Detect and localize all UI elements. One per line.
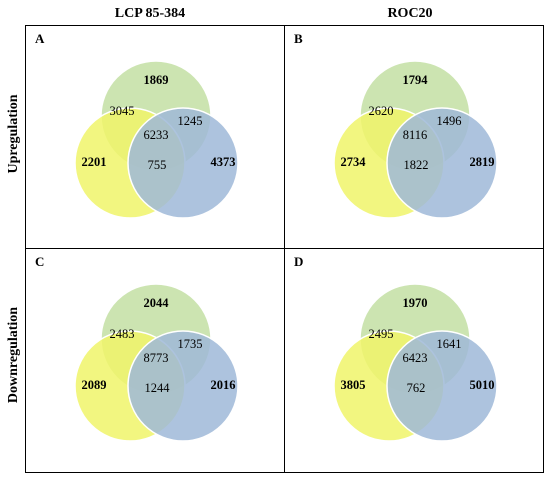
count-yellow-only: 2089 (82, 378, 107, 392)
panel-d: 1970 3805 5010 2495 1641 762 6423 D (285, 249, 544, 472)
count-yellow-only: 2734 (341, 155, 367, 169)
count-yellow-only: 2201 (82, 155, 107, 169)
count-green-blue: 1641 (437, 337, 462, 351)
panel-letter: A (35, 31, 45, 46)
count-blue-only: 2819 (470, 155, 495, 169)
blue-circle (127, 330, 239, 442)
count-center: 8773 (144, 351, 169, 365)
count-green-blue: 1245 (178, 114, 203, 128)
venn-grid: 1869 2201 4373 3045 1245 755 6233 A 1794 2734 28… (25, 25, 544, 473)
count-yellow-green: 2620 (369, 104, 394, 118)
row-label-upregulation: Upregulation (6, 94, 21, 174)
blue-circle (386, 330, 498, 442)
count-center: 8116 (403, 128, 428, 142)
count-yellow-blue: 1244 (145, 381, 171, 395)
panel-a: 1869 2201 4373 3045 1245 755 6233 A (26, 26, 285, 249)
count-center: 6423 (403, 351, 428, 365)
row-label-downregulation: Downregulation (6, 306, 21, 404)
count-green-only: 1794 (403, 73, 429, 87)
count-green-only: 2044 (144, 296, 170, 310)
panel-letter: B (294, 31, 303, 46)
panel-letter: C (35, 254, 45, 269)
count-yellow-green: 3045 (110, 104, 135, 118)
count-green-only: 1970 (403, 296, 428, 310)
venn-diagram: 1970 3805 5010 2495 1641 762 6423 (333, 283, 498, 442)
panel-c: 2044 2089 2016 2483 1735 1244 8773 C (26, 249, 285, 472)
blue-circle (386, 107, 498, 219)
column-header-roc20: ROC20 (387, 6, 433, 21)
count-yellow-blue: 755 (148, 158, 167, 172)
count-blue-only: 5010 (470, 378, 495, 392)
count-yellow-only: 3805 (341, 378, 366, 392)
count-yellow-blue: 762 (407, 381, 426, 395)
count-blue-only: 4373 (211, 155, 236, 169)
venn-diagram: 2044 2089 2016 2483 1735 1244 8773 (74, 283, 239, 442)
panel-b: 1794 2734 2819 2620 1496 1822 8116 B (285, 26, 544, 249)
panel-letter: D (294, 254, 304, 269)
blue-circle (127, 107, 239, 219)
count-green-only: 1869 (144, 73, 169, 87)
count-green-blue: 1735 (178, 337, 203, 351)
column-header-lcp: LCP 85-384 (114, 6, 186, 21)
count-center: 6233 (144, 128, 169, 142)
count-green-blue: 1496 (437, 114, 462, 128)
count-blue-only: 2016 (211, 378, 236, 392)
count-yellow-green: 2483 (110, 327, 135, 341)
venn-diagram: 1869 2201 4373 3045 1245 755 6233 (74, 60, 239, 219)
venn-diagram: 1794 2734 2819 2620 1496 1822 8116 (333, 60, 498, 219)
count-yellow-blue: 1822 (404, 158, 429, 172)
count-yellow-green: 2495 (369, 327, 394, 341)
